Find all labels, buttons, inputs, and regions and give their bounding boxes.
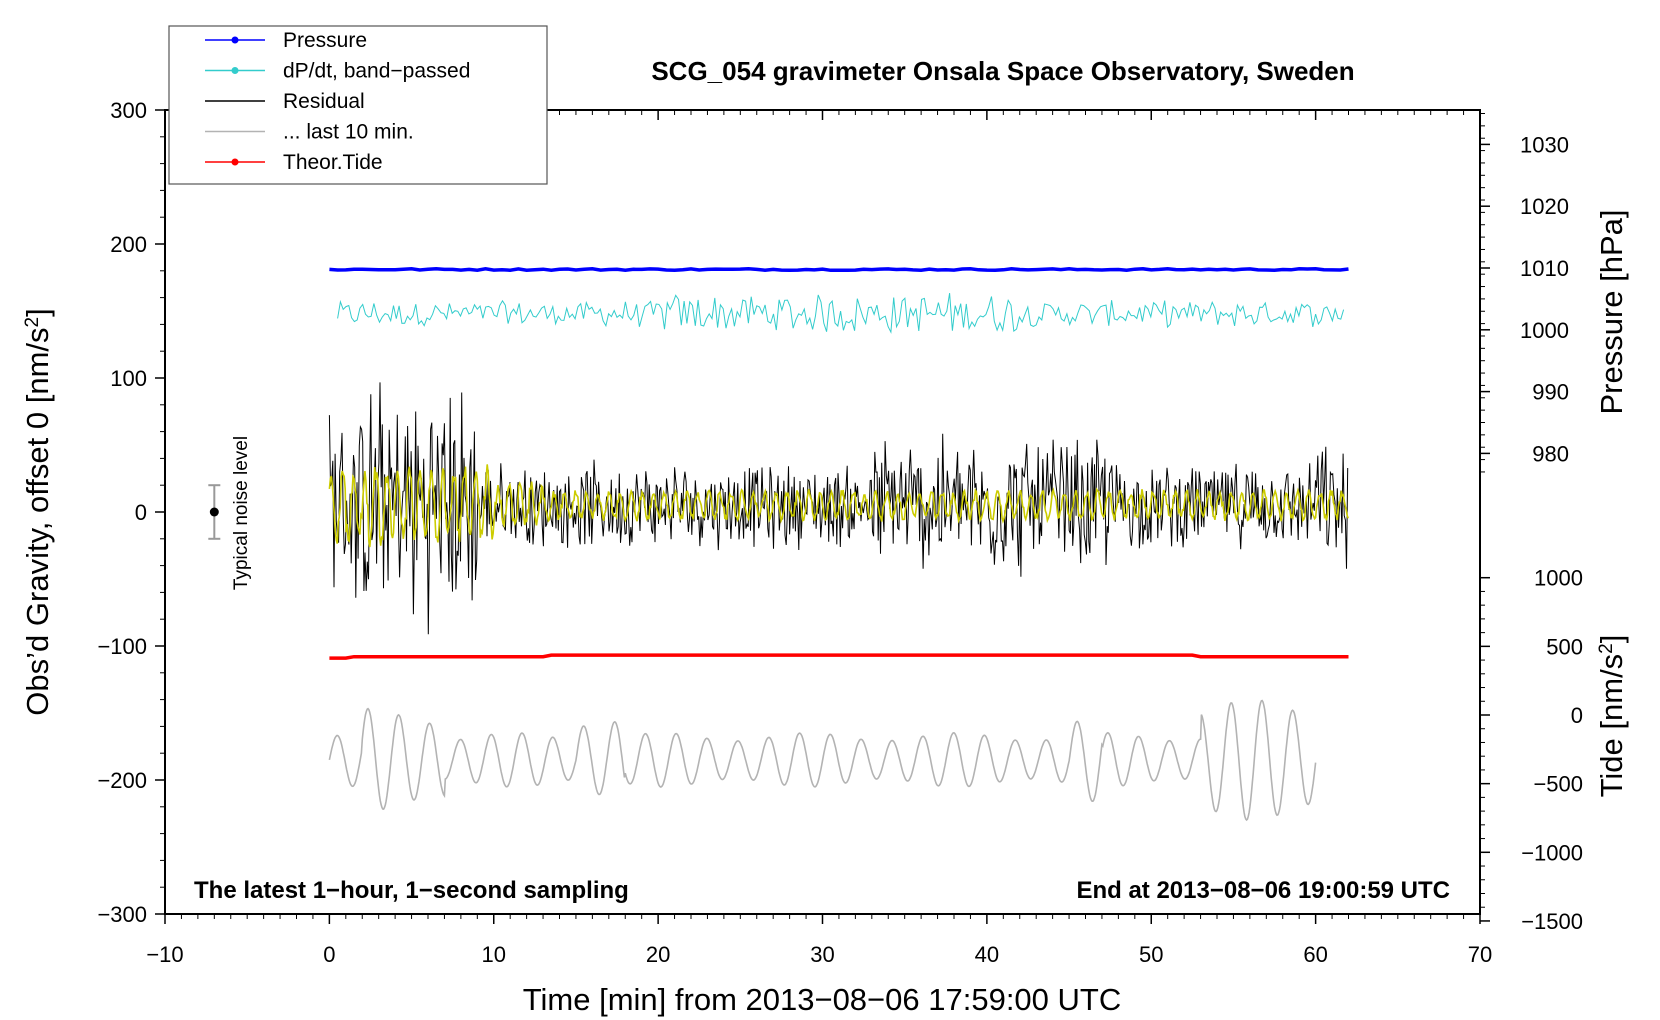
tide-tick-label: 0 [1571, 703, 1583, 728]
legend-label-3: ... last 10 min. [283, 121, 414, 144]
pressure-tick-label: 990 [1532, 380, 1569, 405]
noise-indicator [208, 484, 221, 540]
legend-label-4: Theor.Tide [283, 151, 383, 174]
y-left-tick-label: −300 [97, 902, 147, 927]
tide-tick-label: −1000 [1521, 840, 1583, 865]
y-left-label-sup: 2 [22, 317, 43, 328]
x-tick-label: 30 [810, 942, 834, 967]
legend-marker-4 [231, 158, 239, 166]
legend-marker-0 [231, 36, 239, 44]
series-dpdt-line [337, 293, 1345, 334]
legend-label-1: dP/dt, band−passed [283, 60, 470, 83]
series-residual-smoothed-line [328, 464, 1349, 548]
y-left-tick-label: 200 [110, 232, 147, 257]
y-left-tick-label: −200 [97, 768, 147, 793]
tide-tick-label: 1000 [1534, 566, 1583, 591]
y-left-tick-label: 0 [135, 500, 147, 525]
annotation-end-time: End at 2013−08−06 19:00:59 UTC [1076, 877, 1450, 904]
chart-title: SCG_054 gravimeter Onsala Space Observat… [651, 56, 1354, 86]
y-left-tick-label: −100 [97, 634, 147, 659]
series-layer [328, 266, 1349, 822]
tide-axis-label: Tide [nm/s2] [1594, 635, 1629, 798]
pressure-tick-label: 1000 [1520, 318, 1569, 343]
tide-tick-label: −500 [1533, 772, 1583, 797]
x-axis-ticks: −10 0 10 20 30 40 50 60 70 [146, 110, 1492, 967]
noise-dot [209, 507, 219, 517]
y-left-label-end: ] [20, 308, 55, 317]
pressure-axis-label: Pressure [hPa] [1594, 209, 1629, 414]
annotation-sampling: The latest 1−hour, 1−second sampling [194, 877, 629, 904]
legend-label-2: Residual [283, 90, 365, 113]
y-left-tick-label: 100 [110, 366, 147, 391]
pressure-tick-label: 1020 [1520, 194, 1569, 219]
x-tick-label: 70 [1468, 942, 1492, 967]
y-left-axis-label: Obs’d Gravity, offset 0 [nm/s2] [20, 308, 55, 715]
legend-box [168, 25, 548, 185]
series-last10-line [328, 699, 1317, 822]
pressure-tick-label: 1010 [1520, 256, 1569, 281]
x-axis-label: Time [min] from 2013−08−06 17:59:00 UTC [523, 982, 1122, 1017]
x-tick-label: 50 [1139, 942, 1163, 967]
tide-tick-label: −1500 [1521, 909, 1583, 934]
series-tide-line [329, 653, 1349, 660]
series-pressure-line [329, 266, 1349, 273]
x-tick-label: −10 [146, 942, 183, 967]
legend-label-0: Pressure [283, 29, 367, 52]
x-tick-label: 20 [646, 942, 670, 967]
y-left-axis-ticks: 300 200 100 0 −100 −200 −300 [97, 98, 165, 927]
series-residual-line [328, 382, 1349, 635]
tide-label-end: ] [1594, 635, 1629, 644]
legend-marker-1 [231, 67, 239, 74]
tide-label-text: Tide [nm/s [1594, 654, 1629, 798]
x-tick-label: 10 [482, 942, 506, 967]
tide-tick-label: 500 [1546, 634, 1583, 659]
pressure-axis-ticks: 1030 1020 1010 1000 990 980 [1480, 113, 1569, 473]
pressure-tick-label: 1030 [1520, 132, 1569, 157]
legend: Pressure dP/dt, band−passed Residual ... la… [168, 25, 548, 185]
y-left-label-text: Obs’d Gravity, offset 0 [nm/s [20, 327, 55, 715]
x-tick-label: 40 [975, 942, 999, 967]
noise-label: Typical noise level [231, 436, 252, 590]
pressure-tick-label: 980 [1532, 441, 1569, 466]
x-tick-label: 0 [323, 942, 335, 967]
y-left-tick-label: 300 [110, 98, 147, 123]
tide-label-sup: 2 [1596, 643, 1617, 654]
tide-axis-ticks: 1000 500 0 −500 −1000 −1500 [1480, 566, 1583, 934]
x-tick-label: 60 [1303, 942, 1327, 967]
